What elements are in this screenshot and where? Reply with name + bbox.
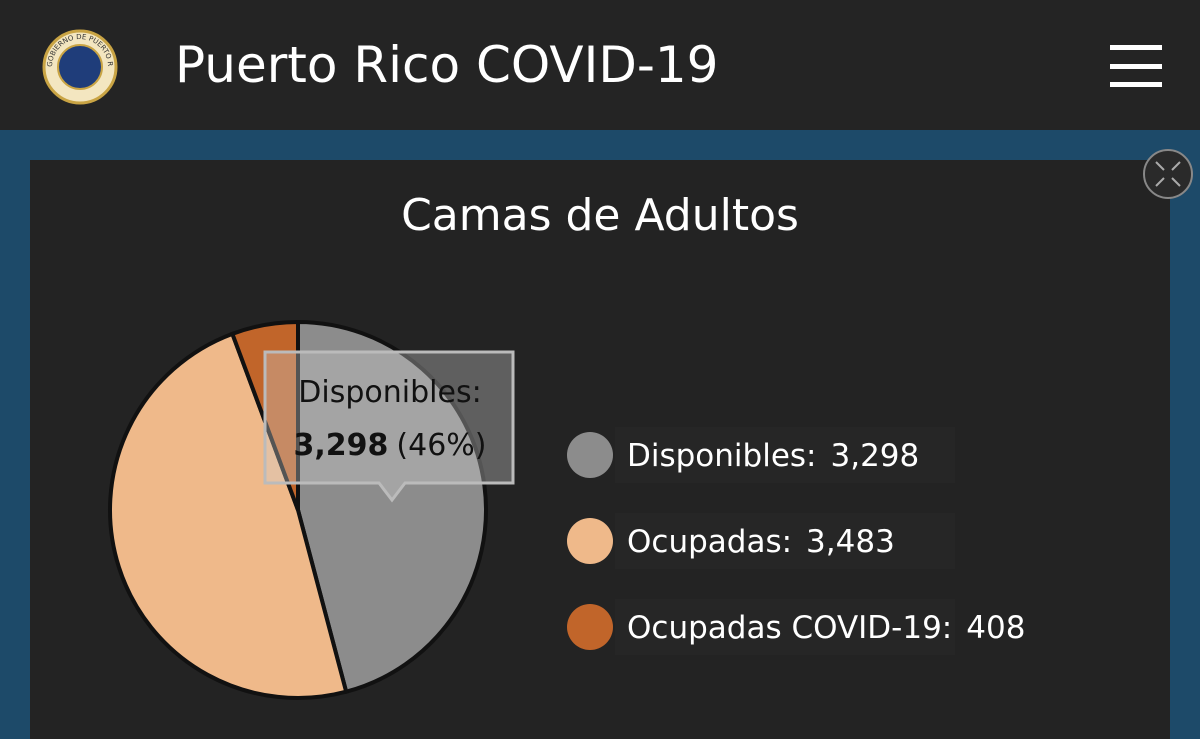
- legend-item-bg: [615, 599, 955, 655]
- legend-swatch: [567, 432, 613, 478]
- legend-value: 3,483: [806, 524, 895, 560]
- legend-swatch: [567, 518, 613, 564]
- header: [0, 0, 1200, 130]
- tooltip-body: 3,298 (46%): [294, 428, 487, 463]
- menu-button[interactable]: [1110, 45, 1162, 87]
- pie-slice: [296, 319, 488, 695]
- legend-item-bg: [615, 513, 955, 569]
- legend-text: Ocupadas: 3,483: [627, 524, 895, 560]
- tooltip-percent: (46%): [396, 428, 486, 463]
- legend-swatch: [567, 604, 613, 650]
- legend-label: Ocupadas COVID-19:: [627, 610, 952, 646]
- tooltip-title: Disponibles:: [298, 375, 481, 410]
- collapse-button[interactable]: [1143, 149, 1193, 199]
- tooltip-value: 3,298: [294, 428, 389, 463]
- header-title: Puerto Rico COVID-19: [175, 36, 718, 94]
- legend-item-bg: [615, 427, 955, 483]
- legend-text: Ocupadas COVID-19: 408: [627, 610, 1025, 646]
- legend-value: 3,298: [831, 438, 920, 474]
- legend-label: Disponibles:: [627, 438, 817, 474]
- pie-slice: [108, 331, 349, 700]
- legend-label: Ocupadas:: [627, 524, 792, 560]
- chart-title: Camas de Adultos: [401, 190, 799, 241]
- legend-value: 408: [966, 610, 1025, 646]
- legend: Disponibles: 3,298 Ocupadas: 3,483 Ocupadas …: [567, 427, 1025, 655]
- tooltip: Disponibles: 3,298 (46%): [263, 350, 515, 503]
- legend-text: Disponibles: 3,298: [627, 438, 919, 474]
